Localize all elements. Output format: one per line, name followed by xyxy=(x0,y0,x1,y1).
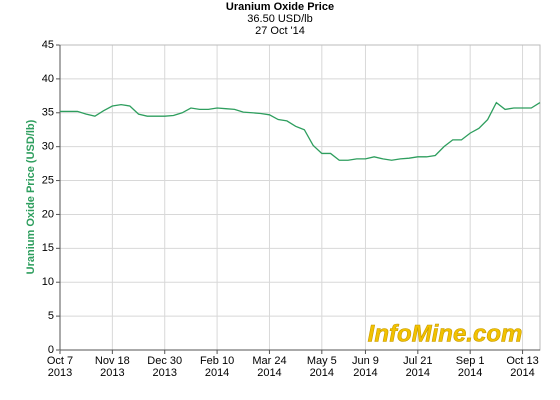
x-tick-label: Feb 10 2014 xyxy=(199,355,235,379)
x-tick-label: Jun 9 2014 xyxy=(351,355,379,379)
grid xyxy=(59,44,540,351)
y-tick-label: 30 xyxy=(42,141,54,153)
watermark: InfoMine.com xyxy=(368,320,523,347)
y-axis-label: Uranium Oxide Price (USD/lb) xyxy=(25,119,37,274)
y-tick-label: 20 xyxy=(42,208,54,220)
y-tick-label: 10 xyxy=(42,276,54,288)
price-line xyxy=(60,101,541,161)
x-tick-label: Oct 7 2013 xyxy=(46,355,74,379)
x-tick-label: Jul 21 2014 xyxy=(403,355,433,379)
chart-title: Uranium Oxide Price xyxy=(226,1,334,13)
plot-frame xyxy=(59,44,541,351)
y-tick-label: 15 xyxy=(42,242,54,254)
y-tick-label: 0 xyxy=(48,344,54,356)
x-tick-label: Mar 24 2014 xyxy=(252,355,287,379)
y-tick-label: 40 xyxy=(42,73,54,85)
chart-subtitle: 36.50 USD/lb xyxy=(247,13,312,25)
x-tick-label: Nov 18 2013 xyxy=(94,355,130,379)
x-tick-label: Oct 13 2014 xyxy=(506,355,539,379)
x-tick-label: Sep 1 2014 xyxy=(455,355,485,379)
y-tick-label: 25 xyxy=(42,174,54,186)
y-tick-label: 5 xyxy=(48,310,54,322)
y-tick-label: 45 xyxy=(42,39,54,51)
y-tick-label: 35 xyxy=(42,107,54,119)
x-tick-label: May 5 2014 xyxy=(306,355,337,379)
chart-date: 27 Oct '14 xyxy=(255,25,305,37)
x-tick-label: Dec 30 2013 xyxy=(147,355,183,379)
